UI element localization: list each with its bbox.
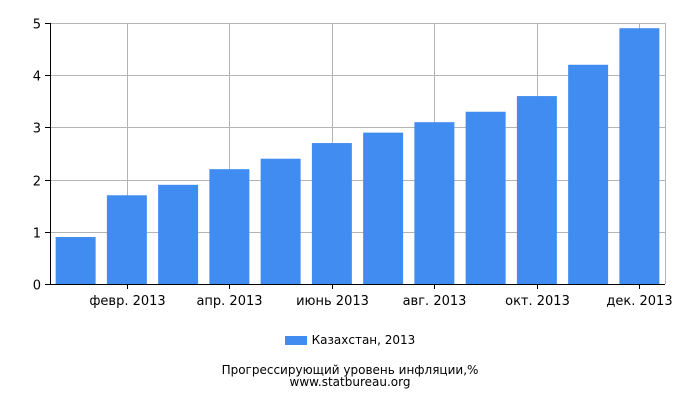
bar-chart: 0 1 2 3 4 5 февр. 2013 апр. 2013 июнь 2013 авг. … [33, 18, 673, 310]
x-tick-label: дек. 2013 [606, 294, 672, 309]
x-tick-label: февр. 2013 [89, 294, 165, 309]
x-tick-label: апр. 2013 [196, 294, 262, 309]
caption-source: www.statbureau.org [289, 375, 411, 389]
bar [363, 132, 404, 284]
y-tick-label: 5 [33, 18, 41, 33]
bar [106, 195, 147, 284]
bar [158, 184, 199, 284]
y-tick-label: 2 [33, 175, 41, 190]
bar [516, 96, 557, 284]
bar [619, 28, 660, 284]
bar [260, 158, 301, 284]
bar [209, 169, 250, 284]
bar [568, 64, 609, 284]
y-tick-label: 0 [33, 279, 41, 294]
bar [465, 111, 506, 285]
bar [311, 143, 352, 284]
bars [55, 28, 660, 285]
bar [55, 237, 96, 284]
x-tick-label: авг. 2013 [403, 294, 467, 309]
x-tick-label: окт. 2013 [505, 294, 570, 309]
y-tick-label: 1 [33, 227, 41, 242]
legend-label: Казахстан, 2013 [311, 333, 416, 347]
y-tick-label: 3 [33, 122, 41, 137]
legend: Казахстан, 2013 [0, 333, 700, 347]
y-tick-label: 4 [33, 70, 41, 85]
caption-title: Прогрессирующий уровень инфляции,% [221, 363, 479, 377]
x-tick-labels: февр. 2013 апр. 2013 июнь 2013 авг. 2013 окт… [89, 294, 672, 309]
legend-swatch [284, 335, 307, 345]
axes [45, 23, 665, 289]
caption: Прогрессирующий уровень инфляции,% www.s… [0, 364, 700, 388]
x-tick-label: июнь 2013 [296, 294, 369, 309]
bar [414, 122, 455, 285]
y-tick-labels: 0 1 2 3 4 5 [33, 18, 41, 294]
